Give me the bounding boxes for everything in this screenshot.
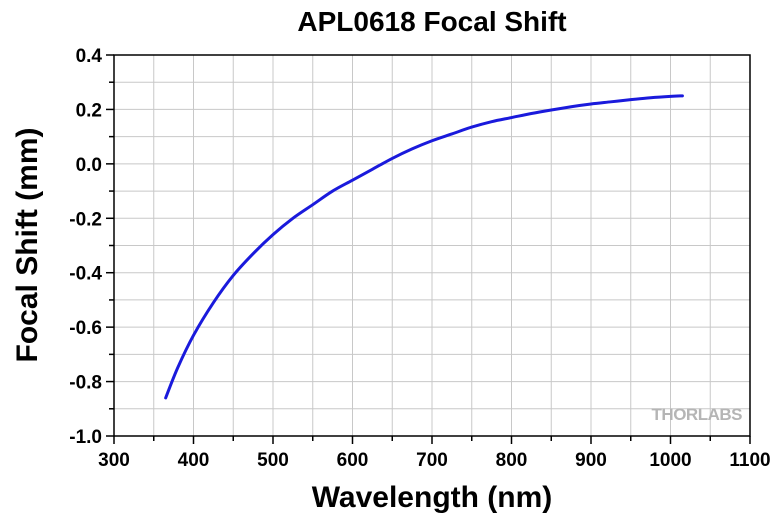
y-tick-label: 0.2 xyxy=(76,100,102,121)
y-axis-label: Focal Shift (mm) xyxy=(11,127,44,362)
y-tick-label: -0.6 xyxy=(69,318,102,339)
y-tick-label: -1.0 xyxy=(69,427,102,448)
focal-shift-series-line xyxy=(164,94,684,400)
x-tick-label: 900 xyxy=(575,450,607,471)
x-tick-label: 300 xyxy=(98,450,130,471)
x-tick-label: 400 xyxy=(178,450,210,471)
y-tick-label: 0.0 xyxy=(76,155,102,176)
y-tick-labels: 0.4 0.2 0.0 -0.2 -0.4 -0.6 -0.8 -1.0 xyxy=(69,46,102,448)
x-tick-label: 800 xyxy=(496,450,528,471)
y-tick-label: 0.4 xyxy=(76,46,103,67)
x-tick-label: 1100 xyxy=(729,450,770,471)
x-tick-labels: 300 400 500 600 700 800 900 1000 1100 xyxy=(98,450,770,471)
x-tick-label: 500 xyxy=(257,450,289,471)
y-tick-label: -0.2 xyxy=(69,209,102,230)
x-axis-label: Wavelength (nm) xyxy=(312,481,553,514)
grid xyxy=(114,55,750,436)
y-tick-label: -0.4 xyxy=(69,264,102,285)
chart-title: APL0618 Focal Shift xyxy=(297,6,566,37)
x-tick-label: 700 xyxy=(416,450,448,471)
thorlabs-logo: THORLABS xyxy=(652,405,743,424)
axis-ticks xyxy=(106,54,751,444)
x-tick-label: 600 xyxy=(337,450,369,471)
series-layer xyxy=(164,94,684,400)
y-tick-label: -0.8 xyxy=(69,373,102,394)
x-tick-label: 1000 xyxy=(649,450,691,471)
